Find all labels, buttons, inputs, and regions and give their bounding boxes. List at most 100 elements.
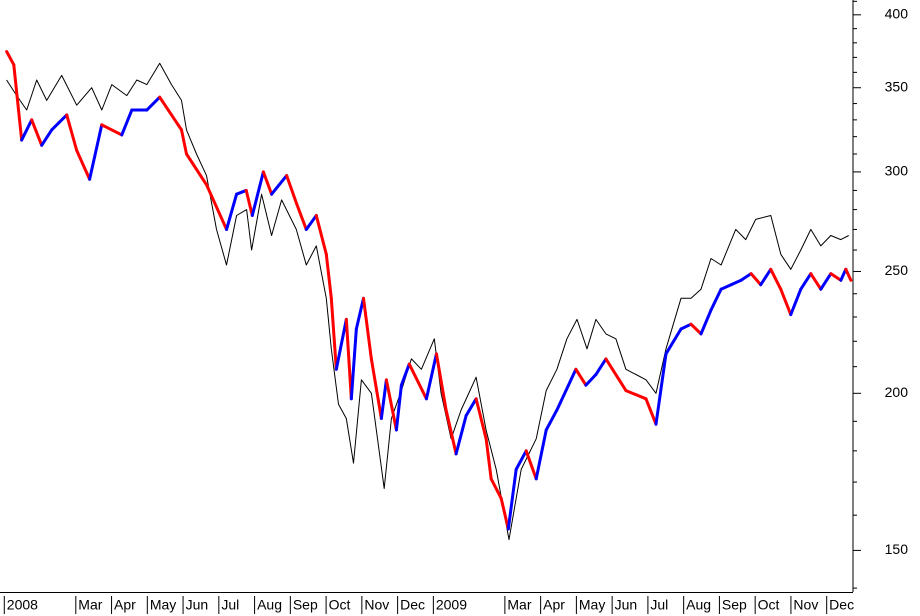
price-segment bbox=[464, 397, 478, 418]
x-tick-label: Sep bbox=[293, 597, 318, 613]
price-segment bbox=[179, 128, 189, 156]
price-segment bbox=[399, 362, 411, 387]
price-segment bbox=[295, 202, 308, 231]
price-segment bbox=[514, 449, 528, 471]
price-segment bbox=[454, 414, 468, 456]
price-segment bbox=[158, 95, 183, 132]
price-segment bbox=[749, 272, 763, 287]
price-segment bbox=[654, 352, 668, 426]
x-tick-label: 2008 bbox=[7, 597, 38, 613]
price-segment bbox=[506, 467, 518, 531]
x-tick-label: Apr bbox=[114, 597, 136, 613]
price-segment bbox=[75, 148, 92, 181]
price-segment bbox=[384, 378, 398, 432]
x-tick-label: Dec bbox=[400, 597, 425, 613]
x-tick-label: May bbox=[150, 597, 176, 613]
price-segment bbox=[145, 95, 162, 112]
price-segment bbox=[424, 352, 438, 401]
x-tick-label: Apr bbox=[543, 597, 565, 613]
price-segment bbox=[779, 287, 793, 317]
price-segment bbox=[361, 296, 373, 361]
x-tick-label: Mar bbox=[78, 597, 102, 613]
price-segment bbox=[261, 170, 274, 196]
price-segment bbox=[379, 378, 388, 420]
x-tick-label: Sep bbox=[722, 597, 747, 613]
price-segment bbox=[50, 113, 69, 132]
price-segment bbox=[809, 272, 823, 291]
price-segment bbox=[739, 272, 753, 282]
x-tick-label: Jul bbox=[221, 597, 239, 613]
y-tick-label: 250 bbox=[885, 262, 909, 278]
price-segment bbox=[88, 123, 104, 181]
price-segment bbox=[484, 437, 493, 481]
price-segment bbox=[544, 408, 559, 432]
price-segment bbox=[20, 118, 34, 142]
price-segment bbox=[499, 496, 510, 531]
price-segment bbox=[314, 213, 328, 256]
x-tick-label: Dec bbox=[829, 597, 854, 613]
price-segment bbox=[729, 278, 743, 287]
x-tick-label: Oct bbox=[758, 597, 780, 613]
y-tick-label: 350 bbox=[885, 78, 909, 94]
x-tick-label: Jun bbox=[186, 597, 209, 613]
price-segment bbox=[604, 357, 628, 393]
price-segment bbox=[270, 174, 289, 196]
price-segment bbox=[250, 170, 265, 217]
price-segment bbox=[329, 296, 338, 371]
price-segment bbox=[12, 63, 24, 142]
price-segment bbox=[349, 327, 358, 401]
price-segment bbox=[829, 272, 843, 282]
price-segment bbox=[709, 287, 723, 312]
price-segment bbox=[334, 317, 348, 371]
x-tick-label: Mar bbox=[507, 597, 531, 613]
price-segment bbox=[394, 383, 403, 432]
price-segment bbox=[689, 322, 703, 336]
y-tick-label: 400 bbox=[885, 6, 909, 22]
price-segment bbox=[285, 174, 299, 206]
price-segment bbox=[719, 283, 733, 291]
price-segment bbox=[474, 397, 488, 441]
price-segment bbox=[624, 389, 648, 401]
price-segment bbox=[30, 118, 44, 147]
price-segment bbox=[235, 188, 248, 196]
y-tick-label: 300 bbox=[885, 163, 909, 179]
price-segment bbox=[524, 449, 538, 481]
price-segment bbox=[185, 152, 209, 187]
x-tick-label: 2009 bbox=[436, 597, 467, 613]
price-segment bbox=[407, 362, 428, 401]
x-tick-label: Aug bbox=[686, 597, 711, 613]
x-tick-label: Jun bbox=[615, 597, 638, 613]
price-segment bbox=[844, 267, 853, 282]
price-segment bbox=[40, 128, 54, 147]
price-segment bbox=[789, 287, 803, 317]
price-segment bbox=[594, 357, 608, 377]
price-segment bbox=[244, 188, 254, 217]
price-segment bbox=[679, 322, 693, 331]
x-tick-label: Jul bbox=[650, 597, 668, 613]
price-segment bbox=[839, 267, 848, 282]
x-tick-label: May bbox=[579, 597, 605, 613]
price-segment bbox=[534, 428, 548, 481]
y-tick-label: 200 bbox=[885, 384, 909, 400]
price-segment bbox=[574, 367, 588, 387]
price-segment bbox=[644, 397, 658, 426]
price-segment bbox=[65, 113, 79, 152]
x-tick-label: Nov bbox=[364, 597, 389, 613]
price-segment bbox=[489, 477, 503, 500]
price-segment bbox=[444, 408, 458, 456]
price-segment bbox=[369, 357, 383, 420]
price-segment bbox=[759, 267, 773, 287]
price-segment bbox=[699, 308, 713, 336]
price-segment bbox=[799, 272, 813, 291]
price-segment bbox=[344, 317, 353, 401]
price-segment bbox=[205, 183, 229, 231]
plot-area bbox=[5, 50, 853, 541]
price-segment bbox=[324, 252, 333, 300]
price-segment bbox=[664, 327, 683, 356]
price-segment bbox=[819, 272, 833, 291]
x-tick-label: Aug bbox=[257, 597, 282, 613]
price-segment bbox=[225, 192, 239, 231]
price-segment bbox=[304, 213, 318, 231]
